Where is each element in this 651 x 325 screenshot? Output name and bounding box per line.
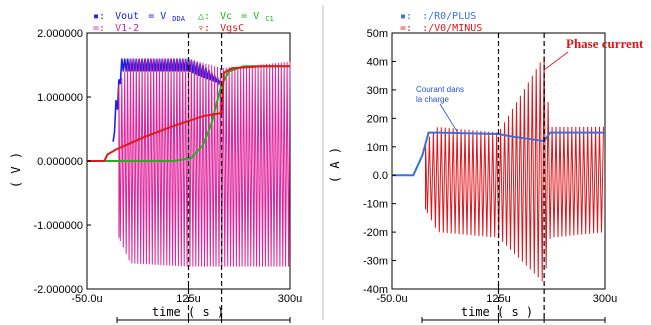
right-y-tick-label: -10m [363, 199, 388, 211]
annotation-courant-line2: la charge [416, 95, 449, 104]
right-plot-area [392, 33, 606, 323]
legend-vc-sub: C1 [265, 15, 273, 23]
right-y-tick-label: 30m [367, 85, 388, 97]
left-x-tick-label: 125u [176, 293, 200, 305]
legend-plus-marker: ▪: [400, 11, 412, 22]
legend-minus: =: :/V0/MINUS [400, 23, 482, 34]
right-y-tick-label: 20m [367, 113, 388, 125]
legend-vgsc-marker: ▿: [198, 23, 210, 34]
legend-plus: ▪: :/R0/PLUS [400, 11, 476, 22]
right-tick-labels: 50m 40m 30m 20m 10m 0.0 -10m -20m -30m -40m-50.0u… [363, 28, 617, 305]
legend-minus-name: :/V0/MINUS [422, 23, 482, 34]
right-y-tick-label: 50m [367, 28, 388, 40]
left-legend: ▪: Vout = V DDA =: V1-2 △: Vc = V C1 ▿: … [93, 11, 274, 34]
right-y-tick-label: 40m [367, 56, 388, 68]
left-panel: 2.000000 1.000000 0.000000 -1.000000 -2.0000… [9, 11, 302, 323]
right-y-tick-label: 0.0 [373, 170, 388, 182]
legend-vc-name: Vc [220, 11, 232, 22]
left-y-tick-label: 0.000000 [37, 156, 83, 168]
annotation-courant-line1: Courant dans [416, 85, 464, 94]
legend-vgsc-name: VgsC [220, 23, 244, 34]
legend-vc-marker: △: [198, 11, 210, 22]
left-x-axis-label: time ( s ) [152, 305, 224, 319]
right-legend: ▪: :/R0/PLUS =: :/V0/MINUS [400, 11, 482, 34]
left-plot-area [87, 33, 291, 323]
right-x-axis-label: time ( s ) [461, 305, 533, 319]
left-y-tick-label: -1.000000 [33, 220, 83, 232]
legend-vgsc: ▿: VgsC [198, 23, 244, 34]
legend-v12-name: V1-2 [115, 23, 139, 34]
legend-vc: △: Vc = V C1 [198, 11, 274, 23]
annotation-phase-current: Phase current [566, 36, 644, 51]
left-y-axis-label: ( V ) [9, 152, 23, 188]
legend-vout-sub: DDA [172, 15, 185, 23]
legend-v12: =: V1-2 [93, 23, 139, 34]
right-x-tick-label: -50.0u [376, 293, 407, 305]
legend-plus-name: :/R0/PLUS [422, 11, 476, 22]
right-panel: 50m 40m 30m 20m 10m 0.0 -10m -20m -30m -40m-50.0u… [328, 11, 644, 323]
right-series--v0-minus [425, 55, 604, 282]
legend-vout-marker: ▪: [93, 11, 105, 22]
left-x-tick-label: 300u [278, 293, 302, 305]
right-y-tick-label: -30m [363, 256, 388, 268]
left-y-tick-label: 1.000000 [37, 92, 83, 104]
right-y-tick-label: -40m [363, 284, 388, 296]
right-x-tick-label: 125u [486, 293, 510, 305]
legend-vout-name: Vout [115, 11, 139, 22]
legend-vout: ▪: Vout = V DDA [93, 11, 186, 23]
left-y-tick-label: -2.000000 [33, 284, 83, 296]
annotation-courant-arrow [439, 103, 459, 134]
right-y-tick-label: -20m [363, 227, 388, 239]
annotation-phase-arrow [543, 51, 569, 71]
left-series-v1-2 [118, 58, 291, 267]
left-y-tick-label: 2.000000 [37, 28, 83, 40]
left-tick-labels: 2.000000 1.000000 0.000000 -1.000000 -2.0000… [33, 28, 302, 305]
legend-vout-eq: = V [148, 11, 166, 22]
right-y-axis-label: ( A ) [328, 147, 342, 183]
right-y-tick-label: 10m [367, 142, 388, 154]
right-x-tick-label: 300u [593, 293, 617, 305]
legend-v12-marker: =: [93, 23, 105, 34]
left-x-tick-label: -50.0u [71, 293, 102, 305]
right-series--r0-plus [392, 131, 605, 177]
legend-vc-eq: = V [241, 11, 259, 22]
legend-minus-marker: =: [400, 23, 412, 34]
